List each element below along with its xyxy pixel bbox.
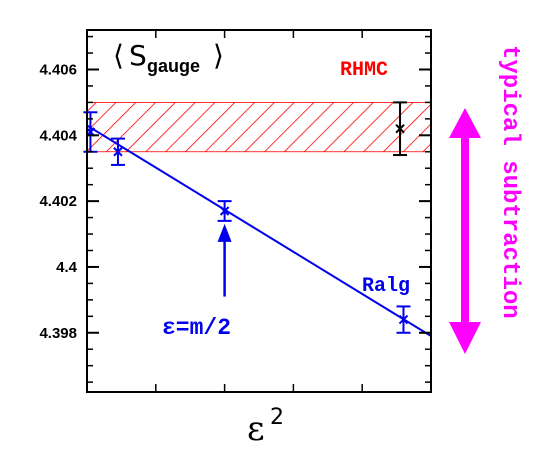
observable-bracket-right: ⟩ xyxy=(213,39,224,72)
points-layer xyxy=(83,111,411,334)
ralg-data-point xyxy=(217,200,232,222)
ralg-data-point-marker-b xyxy=(113,147,123,157)
observable-subscript: gauge xyxy=(147,56,200,76)
rhmc-band xyxy=(87,102,431,152)
ralg-data-point xyxy=(396,305,411,334)
epsilon-arrow xyxy=(217,223,232,297)
epsilon-arrow-head xyxy=(217,223,232,242)
observable-symbol: S xyxy=(129,39,147,72)
subtraction-arrow-head-down xyxy=(449,322,481,354)
ralg-fit-line xyxy=(87,124,431,337)
x-axis-label-symbol: ε xyxy=(247,409,265,449)
plot-frame xyxy=(86,29,432,393)
subtraction-arrow-head-up xyxy=(449,108,481,138)
ralg-data-point-marker-b xyxy=(219,206,230,216)
typical-subtraction-label: typical subtraction xyxy=(496,45,523,319)
y-tick-label: 4.402 xyxy=(39,193,77,210)
x-axis-label-superscript: 2 xyxy=(270,405,284,430)
y-tick-label: 4.404 xyxy=(39,127,77,144)
y-tick-label: 4.398 xyxy=(39,325,77,342)
rhmc-band-edge xyxy=(87,102,431,153)
ralg-label: Ralg xyxy=(362,275,410,298)
rhmc-point-layer xyxy=(393,101,408,157)
rhmc-data-point-marker-b xyxy=(395,124,405,134)
ralg-data-point xyxy=(110,137,125,166)
y-tick-label: 4.4 xyxy=(56,259,78,276)
ralg-data-point-marker-b xyxy=(398,314,409,325)
plot-area: 4.398 4.4 4.402 4.404 4.406 xyxy=(39,29,432,393)
rhmc-data-point xyxy=(393,101,408,157)
x-axis-label: ε 2 xyxy=(247,405,284,449)
epsilon-annotation-label: ε=m/2 xyxy=(162,315,231,341)
observable-label: ⟨ S gauge ⟩ xyxy=(113,39,224,76)
typical-subtraction-arrow xyxy=(449,108,481,354)
observable-bracket-left: ⟨ xyxy=(113,39,124,72)
ticks-layer: 4.398 4.4 4.402 4.404 4.406 xyxy=(39,30,431,392)
y-tick-label: 4.406 xyxy=(39,61,77,78)
rhmc-label: RHMC xyxy=(340,59,388,82)
